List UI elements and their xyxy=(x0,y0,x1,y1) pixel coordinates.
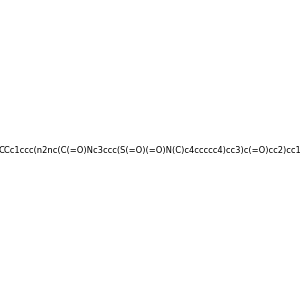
Text: CCc1ccc(n2nc(C(=O)Nc3ccc(S(=O)(=O)N(C)c4ccccc4)cc3)c(=O)cc2)cc1: CCc1ccc(n2nc(C(=O)Nc3ccc(S(=O)(=O)N(C)c4… xyxy=(0,146,300,154)
